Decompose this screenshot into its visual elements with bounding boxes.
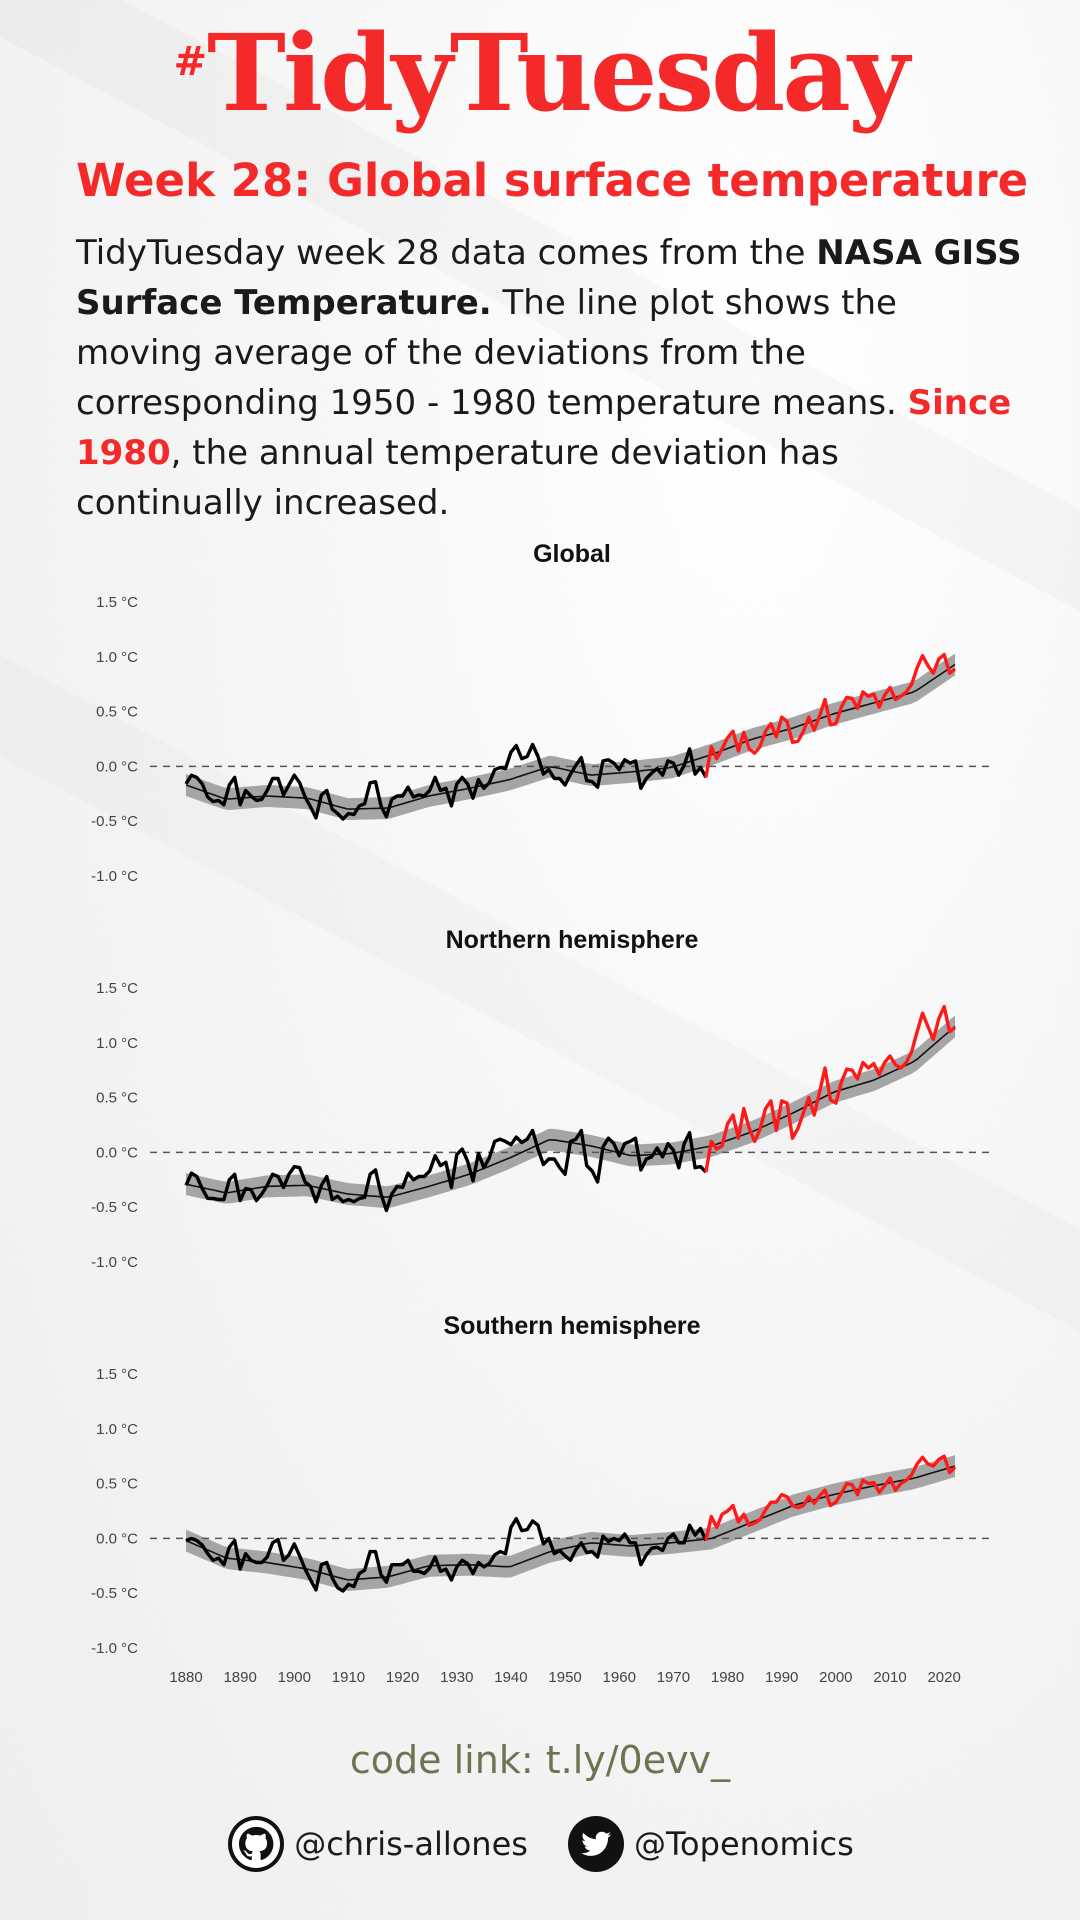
x-tick-label: 1910	[332, 1669, 365, 1686]
code-link[interactable]: code link: t.ly/0evv_	[349, 1738, 731, 1782]
x-tick-label: 1990	[765, 1669, 798, 1686]
y-tick-label: -1.0 °C	[91, 1640, 138, 1657]
confidence-ribbon	[186, 1455, 955, 1591]
x-tick-label: 1900	[278, 1669, 311, 1686]
x-tick-label: 1940	[494, 1669, 527, 1686]
social-links: @chris-allones @Topenomics	[0, 1812, 1080, 1876]
description: TidyTuesday week 28 data comes from the …	[76, 228, 1034, 528]
y-tick-label: 0.0 °C	[96, 758, 138, 775]
chart-title: Southern hemisphere	[444, 1312, 701, 1340]
header: #TidyTuesday	[0, 10, 1080, 135]
confidence-ribbon	[186, 1015, 955, 1209]
y-tick-label: -0.5 °C	[91, 813, 138, 830]
x-tick-label: 1960	[603, 1669, 636, 1686]
trend-line	[185, 663, 956, 810]
x-tick-label: 2010	[873, 1669, 906, 1686]
annual-line	[184, 1128, 708, 1213]
y-tick-label: 1.0 °C	[96, 649, 138, 666]
y-tick-label: -1.0 °C	[91, 868, 138, 885]
y-tick-label: 0.0 °C	[96, 1144, 138, 1161]
x-tick-label: 1950	[548, 1669, 581, 1686]
description-text: TidyTuesday week 28 data comes from the	[76, 233, 817, 273]
description-source: NASA GISS Surface Temperature.	[76, 233, 1022, 323]
y-tick-label: 1.5 °C	[96, 980, 138, 997]
y-tick-label: -1.0 °C	[91, 1254, 138, 1271]
hash-symbol: #	[173, 38, 207, 85]
annual-line-recent	[704, 652, 957, 778]
y-tick-label: 1.5 °C	[96, 1366, 138, 1383]
github-handle: @chris-allones	[294, 1825, 528, 1863]
description-text: , the annual temperature deviation has c…	[76, 433, 839, 523]
page-subtitle: Week 28: Global surface temperature	[76, 154, 1029, 207]
twitter-handle: @Topenomics	[633, 1825, 854, 1863]
annual-line	[184, 742, 708, 821]
x-tick-label: 2000	[819, 1669, 852, 1686]
y-tick-label: -0.5 °C	[91, 1585, 138, 1602]
chart-panel: Global 1.5 °C 1.0 °C 0.5 °C 0.0 °C -0.5 °C -1.…	[91, 540, 995, 885]
temperature-charts: Global 1.5 °C 1.0 °C 0.5 °C 0.0 °C -0.5 °C -1.…	[91, 540, 995, 1686]
description-text: The line plot shows the moving average o…	[76, 283, 908, 423]
y-tick-label: 0.0 °C	[96, 1530, 138, 1547]
brand-title: TidyTuesday	[206, 10, 910, 135]
chart-title: Global	[533, 540, 611, 568]
y-tick-label: 1.0 °C	[96, 1035, 138, 1052]
chart-panel: Northern hemisphere 1.5 °C 1.0 °C 0.5 °C 0.0…	[91, 926, 995, 1271]
y-tick-label: 0.5 °C	[96, 704, 138, 721]
github-icon	[228, 1816, 285, 1872]
confidence-ribbon	[186, 653, 955, 821]
annual-line-recent	[704, 1004, 957, 1173]
y-tick-label: 0.5 °C	[96, 1090, 138, 1107]
x-tick-label: 1880	[169, 1669, 202, 1686]
y-tick-label: 1.0 °C	[96, 1421, 138, 1438]
x-tick-label: 1920	[386, 1669, 419, 1686]
description-highlight: Since 1980	[76, 383, 1012, 473]
annual-line	[185, 1516, 708, 1593]
y-tick-label: 1.5 °C	[96, 594, 138, 611]
annual-line-recent	[704, 1454, 957, 1541]
x-tick-label: 1980	[711, 1669, 744, 1686]
chart-panel: Southern hemisphere 1.5 °C 1.0 °C 0.5 °C 0.0…	[91, 1312, 995, 1686]
y-tick-label: -0.5 °C	[91, 1199, 138, 1216]
x-tick-label: 1970	[657, 1669, 690, 1686]
twitter-link[interactable]: @Topenomics	[566, 1814, 854, 1874]
x-tick-label: 2020	[927, 1669, 960, 1686]
x-tick-label: 1890	[223, 1669, 256, 1686]
y-tick-label: 0.5 °C	[96, 1476, 138, 1493]
chart-title: Northern hemisphere	[446, 926, 699, 954]
x-tick-label: 1930	[440, 1669, 473, 1686]
github-link[interactable]: @chris-allones	[226, 1814, 528, 1874]
twitter-icon	[567, 1816, 624, 1872]
